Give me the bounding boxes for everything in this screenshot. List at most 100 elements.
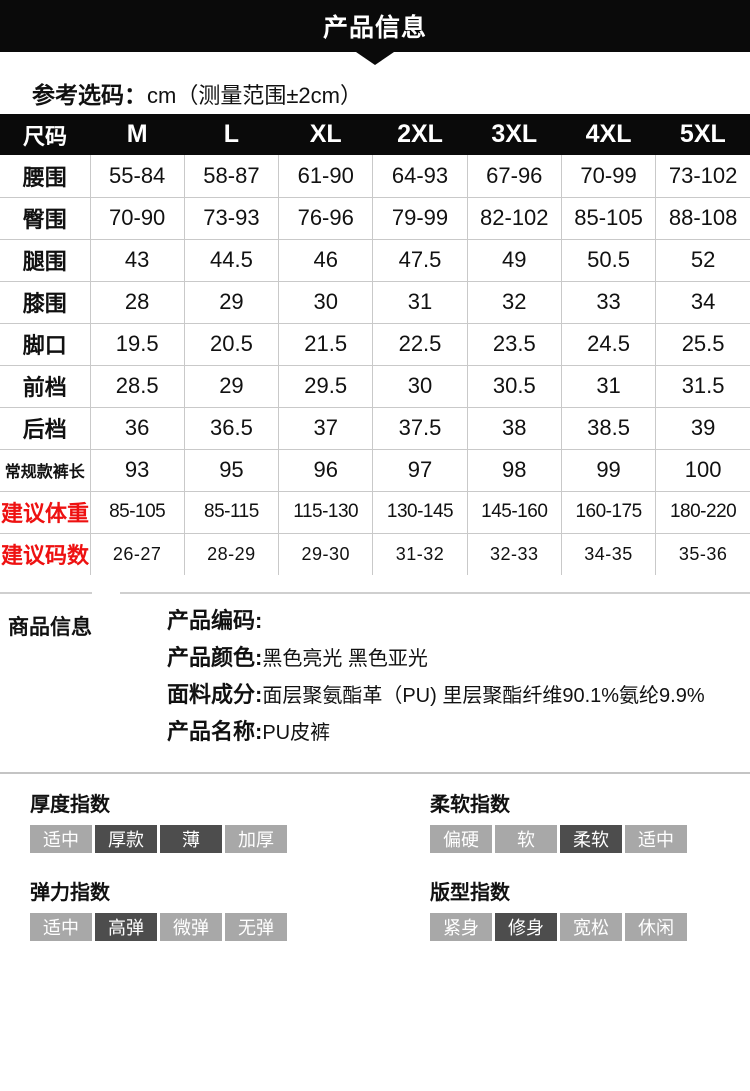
product-info-divider-right — [120, 592, 750, 594]
row-label: 膝围 — [0, 281, 91, 324]
tag-softness-0[interactable]: 偏硬 — [430, 825, 492, 853]
tag-thickness-1[interactable]: 厚款 — [95, 825, 157, 853]
row-label: 建议码数 — [0, 533, 91, 575]
table-cell: 31-32 — [372, 533, 468, 575]
table-cell: 31.5 — [655, 365, 750, 408]
product-info-lines: 产品编码: 产品颜色:黑色亮光 黑色亚光 面料成分:面层聚氨酯革（PU) 里层聚酯纤… — [167, 603, 747, 751]
product-info-line: 面料成分:面层聚氨酯革（PU) 里层聚酯纤维90.1%氨纶9.9% — [167, 677, 747, 714]
table-cell: 22.5 — [372, 323, 468, 366]
table-row: 腰围 55-84 58-87 61-90 64-93 67-96 70-99 73-102 — [0, 155, 750, 198]
product-info-line: 产品编码: — [167, 603, 747, 640]
table-cell: 93 — [90, 449, 185, 492]
table-cell: 30.5 — [467, 365, 562, 408]
tag-elasticity-3[interactable]: 无弹 — [225, 913, 287, 941]
table-cell: 37 — [278, 407, 374, 450]
table-cell: 85-105 — [90, 491, 185, 534]
product-info-line: 产品颜色:黑色亮光 黑色亚光 — [167, 640, 747, 677]
table-cell: 43 — [90, 239, 185, 282]
product-info-key: 产品名称: — [167, 719, 263, 744]
tag-elasticity-0[interactable]: 适中 — [30, 913, 92, 941]
reference-note-rest: cm（测量范围±2cm） — [147, 83, 362, 108]
tag-thickness-3[interactable]: 加厚 — [225, 825, 287, 853]
product-info-value: PU皮裤 — [262, 722, 331, 744]
table-cell: 28.5 — [90, 365, 185, 408]
tag-softness-2[interactable]: 柔软 — [560, 825, 622, 853]
bottom-divider — [0, 772, 750, 774]
size-chart-table: 尺码 M L XL 2XL 3XL 4XL 5XL 腰围 55-84 58-87 61… — [0, 114, 750, 575]
product-info-line: 产品名称:PU皮裤 — [167, 714, 747, 751]
table-cell: 100 — [655, 449, 750, 492]
table-cell: 58-87 — [184, 155, 280, 198]
product-info-key: 面料成分: — [167, 682, 263, 707]
table-cell: 88-108 — [655, 197, 750, 240]
size-table-header-l: L — [184, 114, 279, 155]
product-info-key: 产品编码: — [167, 608, 263, 633]
table-cell: 25.5 — [655, 323, 750, 366]
tag-fit-3[interactable]: 休闲 — [625, 913, 687, 941]
table-cell: 21.5 — [278, 323, 374, 366]
page-title: 产品信息 — [322, 14, 427, 42]
tag-thickness-0[interactable]: 适中 — [30, 825, 92, 853]
table-cell: 73-93 — [184, 197, 280, 240]
table-cell: 37.5 — [372, 407, 468, 450]
table-cell: 96 — [278, 449, 374, 492]
tag-fit-1[interactable]: 修身 — [495, 913, 557, 941]
size-table-header-3xl: 3XL — [467, 114, 562, 155]
table-row: 后档 36 36.5 37 37.5 38 38.5 39 — [0, 407, 750, 450]
tag-elasticity-1[interactable]: 高弹 — [95, 913, 157, 941]
product-info-value: 黑色亮光 黑色亚光 — [262, 648, 428, 670]
size-table-header-5xl: 5XL — [655, 114, 750, 155]
product-info-key: 产品颜色: — [167, 645, 263, 670]
table-row: 臀围 70-90 73-93 76-96 79-99 82-102 85-105 88-108 — [0, 197, 750, 240]
size-table-head: 尺码 M L XL 2XL 3XL 4XL 5XL — [0, 114, 750, 155]
index-title-elasticity: 弹力指数 — [30, 882, 110, 904]
tag-fit-0[interactable]: 紧身 — [430, 913, 492, 941]
tag-softness-1[interactable]: 软 — [495, 825, 557, 853]
row-label: 臀围 — [0, 197, 91, 240]
table-cell: 32-33 — [467, 533, 562, 575]
row-label: 脚口 — [0, 323, 91, 366]
table-cell: 61-90 — [278, 155, 374, 198]
table-cell: 52 — [655, 239, 750, 282]
tag-elasticity-2[interactable]: 微弹 — [160, 913, 222, 941]
table-cell: 38 — [467, 407, 562, 450]
table-cell: 35-36 — [655, 533, 750, 575]
table-cell: 29 — [184, 365, 280, 408]
table-cell: 30 — [372, 365, 468, 408]
table-cell: 70-99 — [561, 155, 657, 198]
index-title-fit: 版型指数 — [430, 882, 510, 904]
table-cell: 55-84 — [90, 155, 185, 198]
tag-softness-3[interactable]: 适中 — [625, 825, 687, 853]
tag-row-thickness: 适中 厚款薄加厚 — [30, 825, 287, 853]
table-cell: 31 — [561, 365, 657, 408]
index-title-softness: 柔软指数 — [430, 794, 510, 816]
table-row: 前档 28.5 29 29.5 30 30.5 31 31.5 — [0, 365, 750, 408]
size-table-header-label: 尺码 — [0, 114, 91, 155]
index-group-softness: 柔软指数 偏硬软柔软 适中 — [430, 788, 687, 853]
table-cell: 99 — [561, 449, 657, 492]
banner-arrow-icon — [356, 52, 394, 65]
table-cell: 30 — [278, 281, 374, 324]
row-label: 腰围 — [0, 155, 91, 198]
table-cell: 97 — [372, 449, 468, 492]
table-cell: 70-90 — [90, 197, 185, 240]
table-row: 腿围 43 44.5 46 47.5 49 50.5 52 — [0, 239, 750, 282]
table-cell: 28 — [90, 281, 185, 324]
header-banner — [0, 0, 750, 52]
tag-fit-2[interactable]: 宽松 — [560, 913, 622, 941]
reference-note: 参考选码： cm（测量范围±2cm） — [32, 76, 362, 110]
table-cell: 95 — [184, 449, 280, 492]
table-row: 常规款裤长 93 95 96 97 98 99 100 — [0, 449, 750, 492]
table-cell: 28-29 — [184, 533, 280, 575]
table-cell: 33 — [561, 281, 657, 324]
tag-thickness-2[interactable]: 薄 — [160, 825, 222, 853]
table-cell: 145-160 — [467, 491, 562, 534]
table-cell: 180-220 — [655, 491, 750, 534]
table-cell: 50.5 — [561, 239, 657, 282]
table-cell: 19.5 — [90, 323, 185, 366]
table-cell: 34 — [655, 281, 750, 324]
table-cell: 130-145 — [372, 491, 468, 534]
table-cell: 24.5 — [561, 323, 657, 366]
table-cell: 38.5 — [561, 407, 657, 450]
table-cell: 160-175 — [561, 491, 657, 534]
